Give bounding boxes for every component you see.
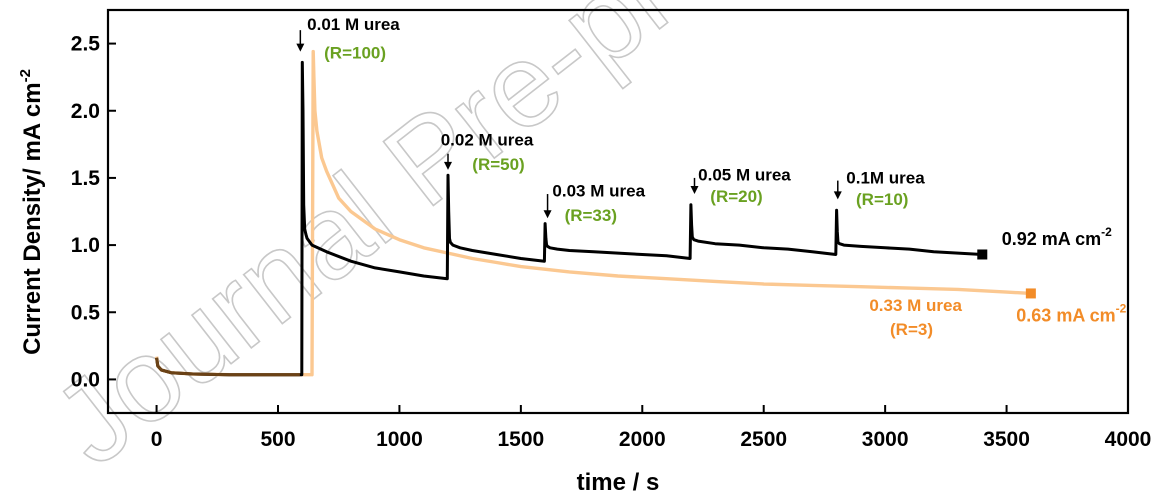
annotation-a2: 0.02 M urea	[441, 131, 534, 150]
annotation-a4r: (R=20)	[710, 187, 762, 206]
annotation-layer: 0.01 M urea (R=100) 0.02 M urea (R=50) 0.03 …	[296, 15, 1127, 339]
y-tick-label: 1.0	[71, 234, 100, 257]
series-layer	[154, 49, 1036, 377]
brown-series-line	[155, 357, 300, 377]
x-tick-label: 3000	[862, 428, 909, 451]
annotation-a1: 0.01 M urea	[307, 15, 400, 34]
annotation-a5: 0.1M urea	[846, 168, 925, 187]
annotation-arrow-head	[543, 210, 552, 219]
x-tick-label: 0	[151, 428, 163, 451]
annotation-a6r: (R=3)	[890, 320, 933, 339]
y-axis-title: Current Density/ mA cm-2	[17, 69, 46, 355]
annotation-arrow-head	[296, 43, 305, 52]
annotation-a3: 0.03 M urea	[552, 182, 645, 201]
annotation-a6: 0.33 M urea	[869, 296, 962, 315]
x-tick-label: 2500	[740, 428, 787, 451]
plot-frame	[106, 8, 1130, 415]
end-label-e2: 0.63 mA cm-2	[1016, 302, 1126, 326]
annotation-a3r: (R=33)	[565, 206, 617, 225]
annotation-arrow-head	[444, 161, 452, 170]
x-tick-label: 1000	[376, 428, 423, 451]
x-tick-label: 3500	[983, 428, 1030, 451]
annotation-a4: 0.05 M urea	[698, 166, 791, 185]
orange-end-marker	[1025, 288, 1036, 299]
black-series-line	[155, 60, 983, 377]
watermark: Journal Pre-proof	[30, 0, 830, 490]
x-tick-label: 4000	[1105, 428, 1152, 451]
y-tick-label: 0.5	[71, 301, 101, 324]
y-tick-label: 1.5	[71, 167, 101, 190]
black-end-marker	[977, 249, 988, 260]
annotation-a1r: (R=100)	[324, 43, 386, 62]
y-tick-label: 2.0	[71, 100, 100, 123]
x-axis-title: time / s	[577, 469, 660, 496]
tick-layer: 0 500 1000 1500 2000 2500 3000 3500 4000 0.0 0.5 1.…	[71, 33, 1152, 451]
y-tick-label: 0.0	[71, 368, 100, 391]
y-axis-title-main: Current Density/ mA cm	[19, 82, 46, 355]
annotation-a2r: (R=50)	[472, 155, 524, 174]
annotation-a5r: (R=10)	[856, 190, 908, 209]
y-axis-title-sup: -2	[17, 69, 34, 82]
end-label-e1: 0.92 mA cm-2	[1002, 225, 1112, 249]
x-tick-label: 2000	[619, 428, 666, 451]
annotation-arrow-head	[690, 186, 699, 195]
x-tick-label: 500	[260, 428, 295, 451]
annotation-arrow-head	[833, 191, 842, 200]
x-tick-label: 1500	[497, 428, 544, 451]
y-tick-label: 2.5	[71, 33, 101, 56]
